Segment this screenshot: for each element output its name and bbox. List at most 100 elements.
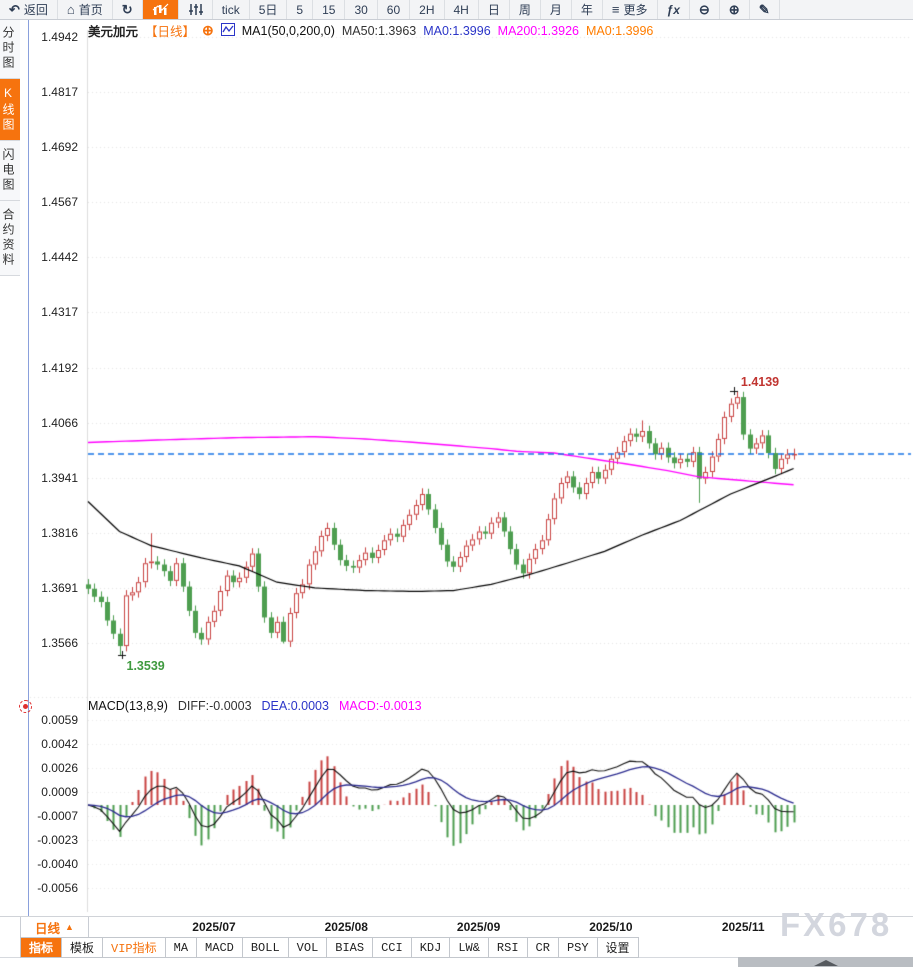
toolbar-label-more: 更多	[623, 2, 648, 17]
chart-type-sidebar: 分时图 K线图 闪电图 合约资料	[0, 19, 20, 276]
toolbar-label-fx: ƒx	[666, 2, 680, 17]
sidebar-item-time-chart[interactable]: 分时图	[0, 19, 20, 79]
zoom-out-icon: ⊖	[698, 2, 710, 17]
toolbar-button-zoom-out[interactable]: ⊖	[690, 0, 720, 19]
toolbar-button-zoom-in[interactable]: ⊕	[720, 0, 750, 19]
period-selector[interactable]: 日线 ▲	[20, 917, 89, 937]
tab-psy[interactable]: PSY	[559, 938, 598, 957]
toolbar-label-period-60: 60	[386, 2, 401, 17]
period-tag: 【日线】	[145, 25, 196, 39]
toolbar-button-period-day[interactable]: 日	[479, 0, 510, 19]
zoom-in-icon: ⊕	[728, 2, 740, 17]
toolbar-button-period-year[interactable]: 年	[572, 0, 603, 19]
add-indicator-icon[interactable]: ⊕	[202, 22, 214, 38]
tab-cci[interactable]: CCI	[373, 938, 412, 957]
macd-header: MACD(13,8,9) DIFF:-0.0003 DEA:0.0003 MACD:…	[88, 699, 422, 713]
toolbar-button-draw[interactable]: ✎	[750, 0, 780, 19]
tab-templates[interactable]: 模板	[62, 938, 104, 957]
toolbar-label-home: 首页	[78, 2, 103, 17]
sidebar-divider	[28, 19, 29, 956]
tab-ma[interactable]: MA	[166, 938, 198, 957]
toolbar-label-tick: tick	[221, 2, 240, 17]
ma-value-1: MA0:1.3996	[423, 23, 491, 38]
x-axis-month-label: 2025/09	[456, 920, 501, 934]
toolbar-button-refresh[interactable]: ↻	[113, 0, 143, 19]
ma-value-2: MA200:1.3926	[497, 23, 579, 38]
toolbar-button-period-30[interactable]: 30	[345, 0, 378, 19]
toolbar-button-period-week[interactable]: 周	[510, 0, 541, 19]
tab-lwr[interactable]: LW&	[450, 938, 489, 957]
tab-vol[interactable]: VOL	[289, 938, 328, 957]
macd-title: MACD(13,8,9)	[88, 699, 168, 713]
toolbar-label-period-5d: 5日	[258, 2, 278, 17]
low-price-label: 1.3539	[126, 659, 165, 674]
tab-macd[interactable]: MACD	[197, 938, 243, 957]
x-axis-month-label: 2025/08	[324, 920, 368, 934]
x-axis-month-label: 2025/10	[589, 920, 633, 934]
tab-settings[interactable]: 设置	[598, 938, 639, 957]
top-toolbar: ↶ 返回 ⌂ 首页 ↻ tick 5日 5 15 30 60 2H 4H 日周月年 ≡ 更多 ƒx ⊖ ⊕ ✎	[0, 0, 913, 20]
macd-value-2: MACD:-0.0013	[338, 699, 422, 713]
sliders-icon	[188, 3, 203, 16]
tab-kdj[interactable]: KDJ	[412, 938, 451, 957]
mini-chart-icon[interactable]	[220, 22, 235, 39]
sidebar-item-kline-chart[interactable]: K线图	[0, 79, 20, 141]
toolbar-label-back: 返回	[23, 2, 48, 17]
ma-settings-label: MA1(50,0,200,0)	[241, 23, 335, 38]
x-axis-month-label: 2025/11	[721, 920, 765, 934]
macd-settings-icon[interactable]	[19, 700, 32, 713]
period-selector-label: 日线	[35, 921, 61, 936]
toolbar-label-period-month: 月	[549, 2, 562, 17]
refresh-icon: ↻	[121, 2, 133, 17]
toolbar-button-back[interactable]: ↶ 返回	[0, 0, 58, 19]
tab-rsi[interactable]: RSI	[489, 938, 528, 957]
sidebar-item-contract-info[interactable]: 合约资料	[0, 201, 20, 276]
tab-boll[interactable]: BOLL	[243, 938, 289, 957]
toolbar-button-period-15[interactable]: 15	[313, 0, 346, 19]
x-axis-month-label: 2025/07	[192, 920, 236, 934]
ma-value-3: MA0:1.3996	[585, 23, 654, 38]
toolbar-label-period-30: 30	[354, 2, 368, 17]
macd-value-1: DEA:0.0003	[261, 699, 329, 713]
scroll-up-arrow-icon[interactable]	[814, 960, 838, 966]
pencil-icon: ✎	[758, 2, 770, 17]
toolbar-button-period-60[interactable]: 60	[378, 0, 411, 19]
menu-icon: ≡	[611, 2, 620, 17]
macd-value-0: DIFF:-0.0003	[177, 699, 252, 713]
toolbar-button-home[interactable]: ⌂ 首页	[58, 0, 113, 19]
toolbar-button-period-month[interactable]: 月	[541, 0, 572, 19]
toolbar-label-period-year: 年	[580, 2, 593, 17]
tab-cr[interactable]: CR	[528, 938, 559, 957]
tab-vip-indicators[interactable]: VIP指标	[103, 938, 166, 957]
toolbar-button-more[interactable]: ≡ 更多	[603, 0, 658, 19]
toolbar-button-period-5d[interactable]: 5日	[250, 0, 288, 19]
toolbar-button-period-5[interactable]: 5	[287, 0, 314, 19]
toolbar-button-period-4h[interactable]: 4H	[445, 0, 479, 19]
toolbar-button-tick[interactable]: tick	[213, 0, 250, 19]
toolbar-button-period-2h[interactable]: 2H	[410, 0, 445, 19]
chevron-up-icon: ▲	[65, 922, 74, 932]
back-arrow-icon: ↶	[9, 2, 20, 17]
sidebar-item-lightning-chart[interactable]: 闪电图	[0, 141, 20, 201]
toolbar-button-candlestick-chart[interactable]	[142, 0, 179, 19]
toolbar-label-period-5: 5	[296, 2, 304, 17]
toolbar-label-period-week: 周	[518, 2, 531, 17]
ma-value-0: MA50:1.3963	[341, 23, 417, 38]
candlestick-chart-icon	[152, 3, 169, 16]
toolbar-button-indicator-sliders[interactable]	[179, 0, 213, 19]
bottom-scrollbar[interactable]	[738, 957, 913, 967]
symbol-name: 美元加元	[88, 25, 139, 39]
x-axis-strip: 日线 ▲ 2025/07 2025/08 2025/09 2025/10 2025/11	[0, 916, 913, 938]
toolbar-label-period-15: 15	[322, 2, 336, 17]
indicator-tab-bar: 指标 模板 VIP指标 MA MACD BOLL VOL BIAS CCI KDJ LW& RSI CR…	[20, 937, 639, 958]
toolbar-label-period-day: 日	[487, 2, 500, 17]
tab-indicators[interactable]: 指标	[20, 938, 63, 957]
home-icon: ⌂	[66, 2, 75, 17]
high-price-label: 1.4139	[740, 374, 780, 389]
toolbar-label-period-2h: 2H	[419, 2, 435, 17]
tab-bias[interactable]: BIAS	[327, 938, 374, 957]
price-chart-header: 美元加元 【日线】 ⊕ MA1(50,0,200,0) MA50:1.3963 M…	[88, 21, 653, 40]
toolbar-button-fx[interactable]: ƒx	[658, 0, 690, 19]
